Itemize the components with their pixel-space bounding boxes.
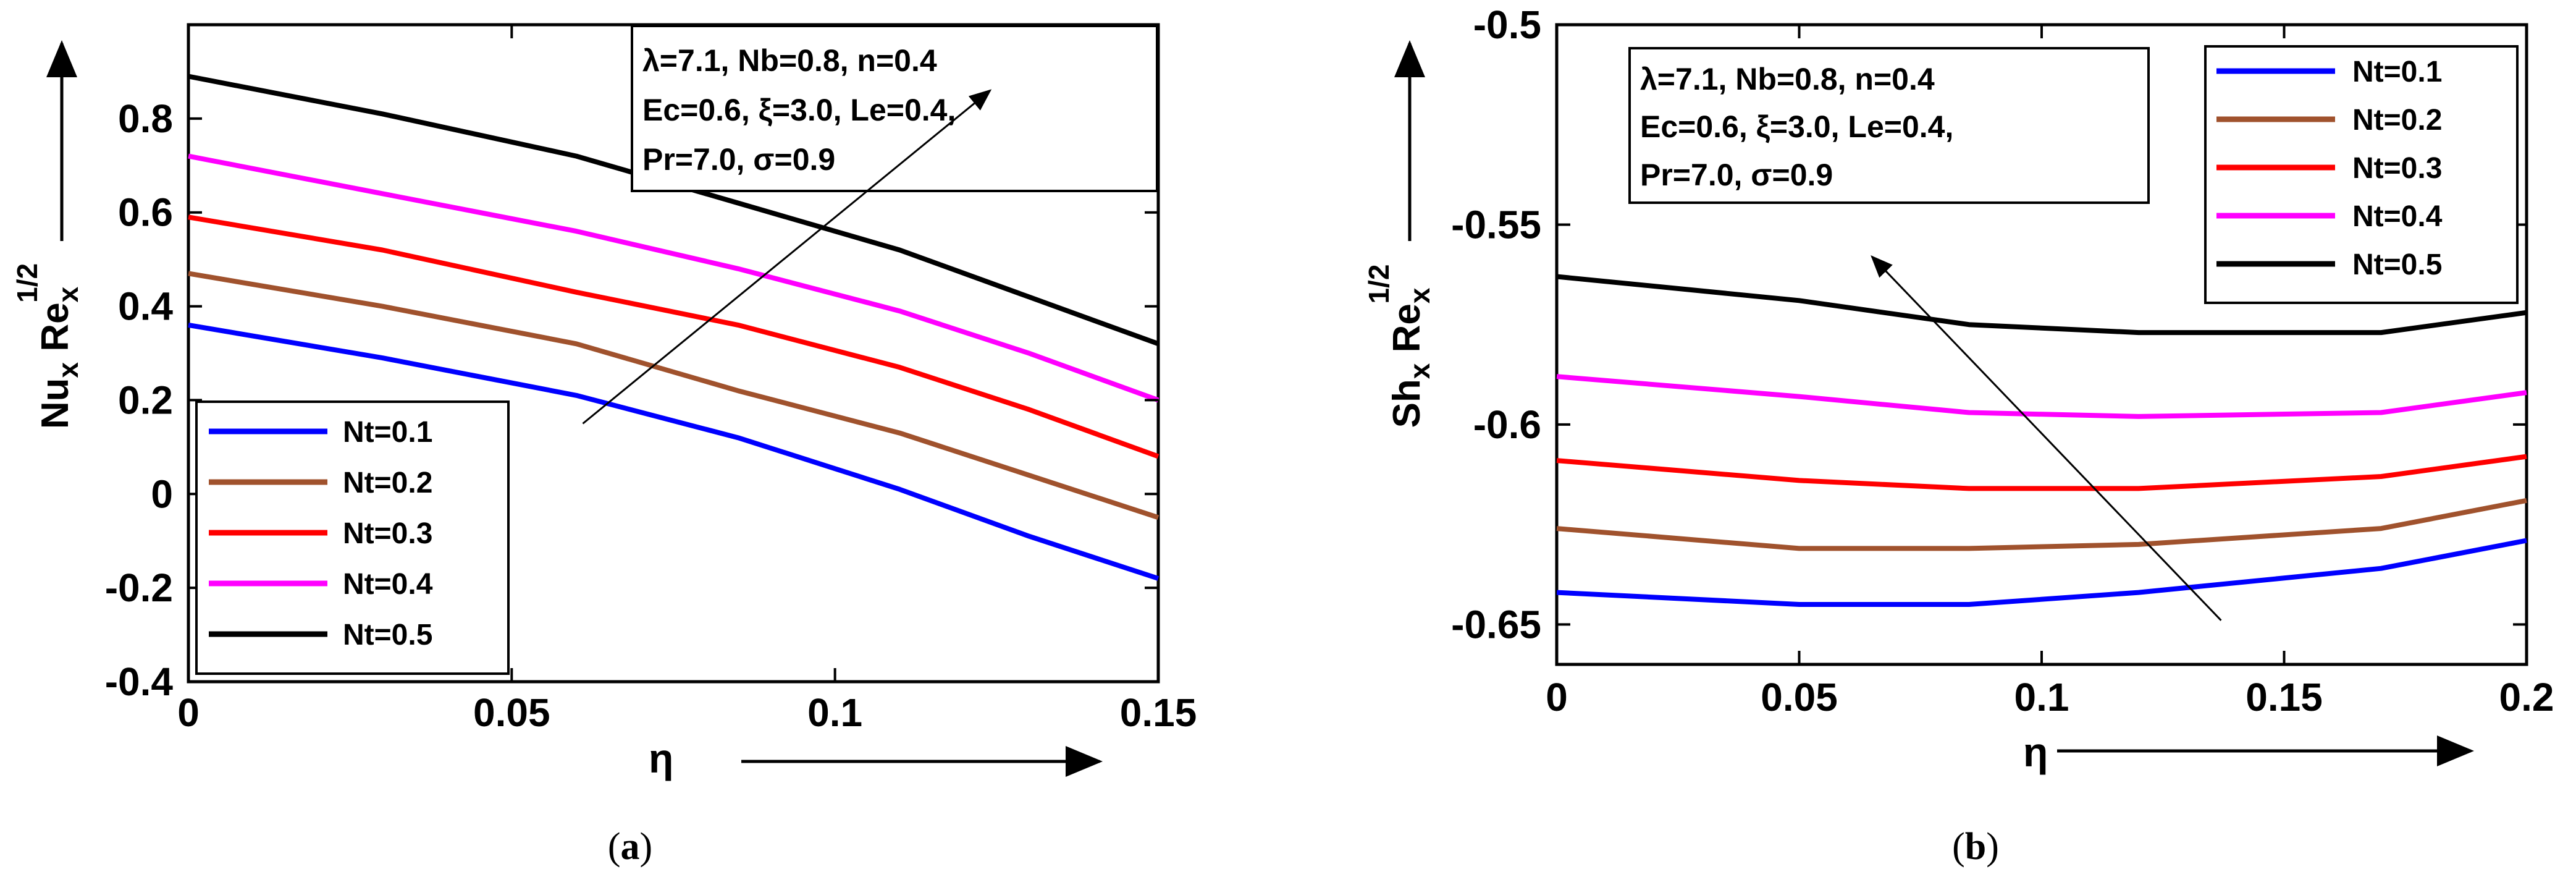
x-tick-label: 0.1 (807, 690, 862, 735)
annotation-line-3: Pr=7.0, σ=0.9 (1640, 158, 1833, 192)
y-tick-label: -0.5 (1473, 2, 1541, 47)
x-tick-label: 0 (177, 690, 200, 735)
y-label-main: Sh (1386, 379, 1428, 428)
annotation-line-1: λ=7.1, Nb=0.8, n=0.4 (1640, 62, 1935, 96)
y-label-re: Re (1386, 303, 1428, 363)
y-ticks: -0.4 -0.2 0 0.2 0.4 0.6 0.8 (105, 96, 1158, 704)
x-tick-label: 0.05 (1761, 675, 1838, 719)
y-label-sup: 1/2 (11, 263, 43, 303)
y-tick-label: -0.65 (1451, 602, 1541, 646)
series-line-1 (188, 322, 1160, 581)
x-ticks: 0 0.05 0.1 0.15 (177, 25, 1197, 735)
legend-label-4: Nt=0.4 (343, 568, 433, 601)
y-tick-label: 0 (151, 472, 173, 516)
series-line-4 (1556, 374, 2527, 419)
annotation-line-1: λ=7.1, Nb=0.8, n=0.4 (642, 43, 937, 78)
x-tick-label: 0.1 (2014, 675, 2069, 719)
legend-box (2204, 45, 2519, 304)
parameter-annotation: λ=7.1, Nb=0.8, n=0.4 Ec=0.6, ξ=3.0, Le=0… (631, 25, 1158, 192)
series-line-4 (188, 153, 1160, 403)
annotation-box (631, 25, 1158, 192)
x-tick-label: 0 (1546, 675, 1568, 719)
y-tick-label: -0.55 (1451, 202, 1541, 247)
series-line-5 (188, 74, 1160, 347)
series-line-2 (1556, 498, 2527, 551)
y-tick-label: -0.6 (1473, 402, 1541, 447)
x-axis-label: η (2023, 729, 2048, 775)
y-label-sub: x (1404, 363, 1436, 379)
annotation-line-2: Ec=0.6, ξ=3.0, Le=0.4, (1640, 109, 1953, 144)
y-label-sub: x (52, 362, 84, 378)
series-line-3 (188, 214, 1160, 459)
y-tick-label: 0.2 (118, 378, 173, 422)
series-line-3 (1556, 454, 2527, 491)
y-label-re-sub: x (1404, 287, 1436, 303)
series-lines (1556, 274, 2527, 607)
legend: Nt=0.1 Nt=0.2 Nt=0.3 Nt=0.4 Nt=0.5 (2204, 45, 2519, 304)
annotation-box (1628, 47, 2150, 204)
annotation-line-2: Ec=0.6, ξ=3.0, Le=0.4, (642, 93, 956, 127)
svg-text:Shx Rex1/2: Shx Rex1/2 (1363, 265, 1436, 428)
svg-text:Nux Rex1/2: Nux Rex1/2 (11, 263, 84, 429)
legend-label-2: Nt=0.2 (2352, 104, 2442, 137)
y-label-sup: 1/2 (1363, 265, 1395, 304)
legend: Nt=0.1 Nt=0.2 Nt=0.3 Nt=0.4 Nt=0.5 (195, 400, 510, 675)
x-tick-label: 0.15 (2246, 675, 2323, 719)
legend-label-1: Nt=0.1 (343, 416, 432, 449)
parameter-annotation: λ=7.1, Nb=0.8, n=0.4 Ec=0.6, ξ=3.0, Le=0… (1628, 47, 2150, 204)
trend-arrow (1871, 255, 2222, 621)
trend-arrow (582, 89, 992, 425)
y-tick-label: 0.6 (118, 190, 173, 235)
y-tick-label: -0.2 (105, 566, 173, 610)
y-ticks: -0.65 -0.6 -0.55 -0.5 (1451, 2, 2527, 646)
y-axis-label: Nux Rex1/2 (11, 263, 84, 429)
y-tick-label: 0.4 (118, 284, 173, 329)
legend-label-3: Nt=0.3 (2352, 152, 2442, 185)
x-tick-label: 0.05 (473, 690, 550, 735)
legend-box (195, 400, 510, 675)
x-axis-label: η (649, 735, 673, 781)
x-ticks: 0 0.05 0.1 0.15 0.2 (1546, 25, 2554, 719)
series-line-2 (188, 271, 1160, 520)
series-line-5 (1556, 274, 2527, 336)
series-line-1 (1556, 538, 2527, 607)
series-lines (188, 74, 1160, 581)
y-tick-label: 0.8 (118, 96, 173, 141)
x-tick-label: 0.15 (1120, 690, 1197, 735)
y-label-re: Re (34, 302, 77, 362)
annotation-line-3: Pr=7.0, σ=0.9 (642, 142, 835, 177)
legend-label-3: Nt=0.3 (343, 517, 432, 550)
x-tick-label: 0.2 (2499, 675, 2554, 719)
y-label-main: Nu (34, 378, 77, 429)
legend-label-4: Nt=0.4 (2352, 200, 2443, 233)
chart-panel-a: -0.4-0.200.20.40.60.8 0 0.05 0.1 0.15 Nux R… (11, 23, 1197, 868)
chart-panel-b: -0.65-0.6-0.55-0.5 0 0.05 0.1 0.15 0.2 Shx R… (1363, 2, 2554, 868)
caption-a: (a) (608, 826, 652, 868)
caption-b: (b) (1952, 826, 1999, 868)
y-tick-label: -0.4 (105, 659, 174, 704)
legend-label-1: Nt=0.1 (2352, 56, 2442, 88)
legend-label-5: Nt=0.5 (343, 619, 432, 651)
legend-label-5: Nt=0.5 (2352, 248, 2442, 281)
y-axis-label: Shx Rex1/2 (1363, 265, 1436, 428)
legend-label-2: Nt=0.2 (343, 467, 432, 499)
y-label-re-sub: x (52, 286, 84, 302)
